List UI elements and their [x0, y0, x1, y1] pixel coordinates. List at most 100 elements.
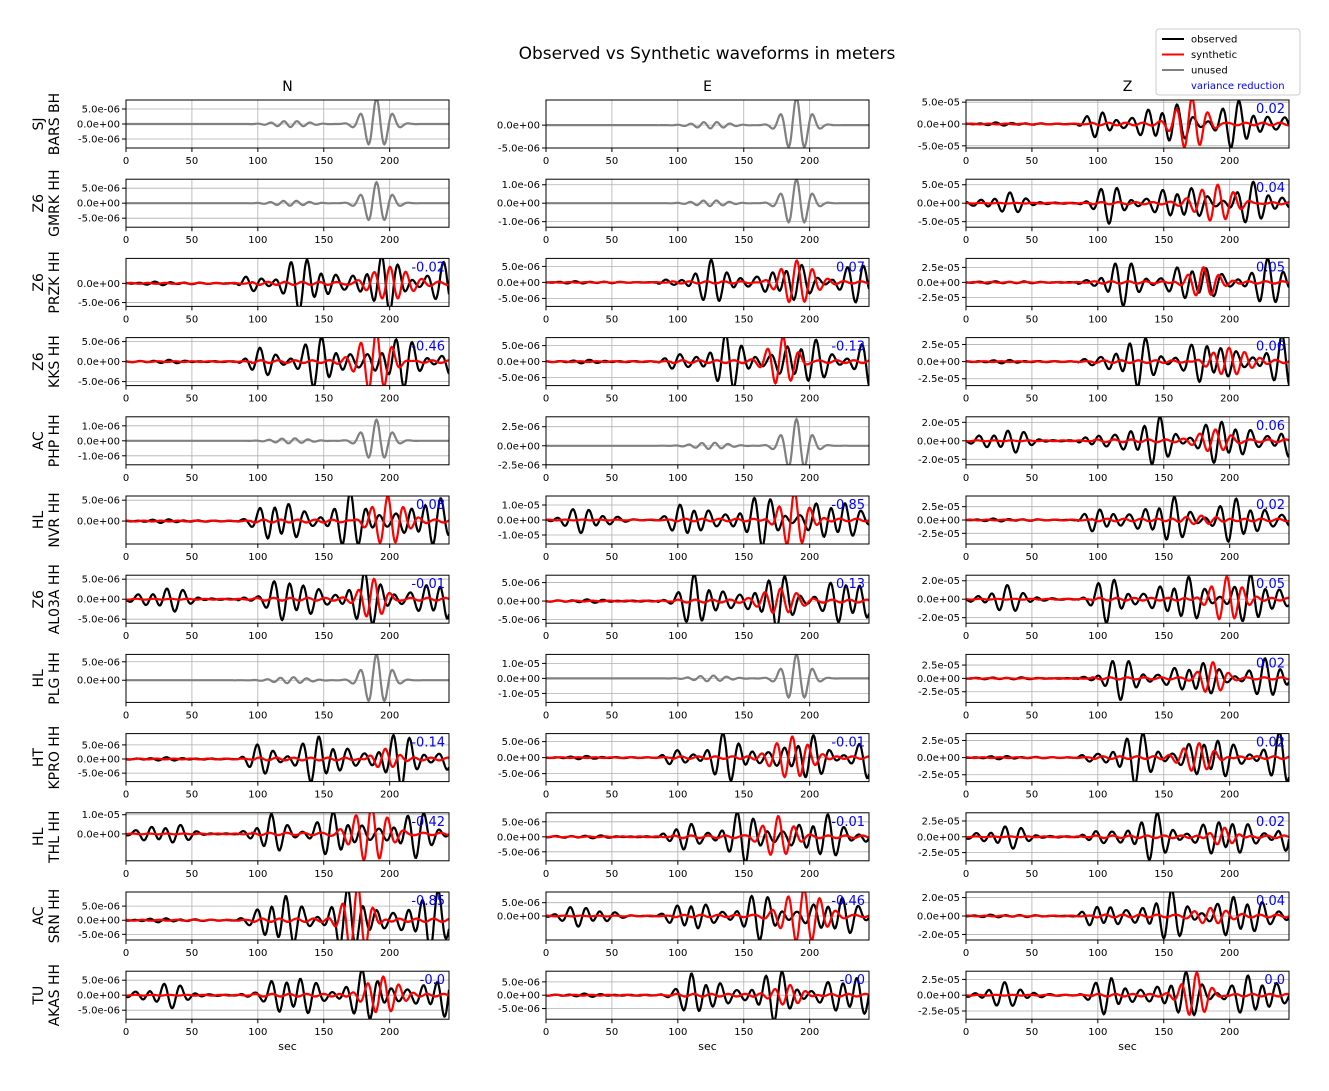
- y-tick-label: 2.5e-05: [922, 502, 960, 513]
- y-tick-label: 5.0e-05: [922, 180, 960, 191]
- y-tick-label: -5.0e-06: [498, 615, 540, 626]
- x-tick-label: 150: [314, 394, 333, 405]
- y-tick-label: 2.5e-05: [922, 340, 960, 351]
- x-tick-label: 150: [1154, 156, 1173, 167]
- x-tick-label: 200: [380, 156, 399, 167]
- synthetic-trace: [546, 337, 869, 385]
- x-tick-label: 150: [1154, 710, 1173, 721]
- variance-reduction-value: 0.0: [1264, 973, 1285, 988]
- y-tick-label: 0.0e+00: [497, 278, 540, 289]
- synthetic-trace: [966, 906, 1289, 925]
- panel-kpro-z: 0 50 100 150 200 2.5e-05 0.0e+00 -2.5e-05 0.02: [917, 733, 1290, 801]
- x-tick-label: 200: [380, 710, 399, 721]
- x-tick-label: 150: [1154, 790, 1173, 801]
- x-tick-label: 150: [314, 948, 333, 959]
- x-tick-label: 200: [1220, 869, 1239, 880]
- y-tick-label: 0.0e+00: [77, 199, 120, 210]
- panel-kpro-e: 0 50 100 150 200 5.0e-06 0.0e+00 -5.0e-06 -0.01: [497, 733, 870, 801]
- y-tick-label: -1.0e-06: [498, 217, 540, 228]
- y-tick-label: 0.0e+00: [77, 755, 120, 766]
- y-tick-label: 5.0e-06: [82, 184, 120, 195]
- x-tick-label: 200: [1220, 473, 1239, 484]
- x-tick-label: 0: [123, 552, 129, 563]
- variance-reduction-value: -0.46: [831, 894, 865, 909]
- x-tick-label: 200: [800, 473, 819, 484]
- x-tick-label: 100: [248, 948, 267, 959]
- legend-label: unused: [1191, 66, 1228, 77]
- variance-reduction-value: -0.01: [831, 815, 865, 830]
- legend-label: synthetic: [1191, 50, 1237, 61]
- x-tick-label: 0: [543, 314, 549, 325]
- x-tick-label: 0: [123, 1027, 129, 1038]
- y-tick-label: 0.0e+00: [77, 595, 120, 606]
- x-tick-label: 100: [248, 156, 267, 167]
- panel-akas-e: 0 50 100 150 200 5.0e-06 0.0e+00 -5.0e-06 -0.0: [497, 970, 870, 1038]
- variance-reduction-value: 0.08: [416, 498, 445, 513]
- y-tick-label: 1.0e-05: [502, 659, 540, 670]
- variance-reduction-value: 0.05: [1256, 260, 1285, 275]
- y-tick-label: -2.5e-05: [918, 770, 960, 781]
- x-tick-label: 100: [1088, 948, 1107, 959]
- panel-gmrk-z: 0 50 100 150 200 5.0e-05 0.0e+00 -5.0e-05 0.04: [917, 178, 1290, 246]
- x-tick-label: 200: [1220, 631, 1239, 642]
- x-tick-label: 200: [800, 552, 819, 563]
- x-tick-label: 100: [248, 869, 267, 880]
- x-tick-label: 150: [734, 235, 753, 246]
- x-tick-label: 50: [1026, 473, 1039, 484]
- synthetic-trace: [966, 265, 1289, 297]
- panel-php-z: 0 50 100 150 200 2.0e-05 0.0e+00 -2.0e-05 0.06: [917, 416, 1290, 484]
- x-tick-label: 50: [186, 710, 199, 721]
- x-tick-label: 100: [668, 235, 687, 246]
- y-tick-label: -2.5e-05: [918, 848, 960, 859]
- x-tick-label: 200: [1220, 710, 1239, 721]
- variance-reduction-value: -0.13: [831, 340, 865, 355]
- x-tick-label: 50: [606, 710, 619, 721]
- x-tick-label: 150: [734, 394, 753, 405]
- y-tick-label: 5.0e-06: [82, 575, 120, 586]
- x-tick-label: 200: [1220, 948, 1239, 959]
- axes-frame: [125, 653, 450, 703]
- y-tick-label: -2.5e-05: [918, 374, 960, 385]
- x-tick-label: 50: [606, 156, 619, 167]
- station-network-label: HL: [31, 827, 47, 846]
- x-tick-label: 100: [248, 1027, 267, 1038]
- x-tick-label: 100: [1088, 235, 1107, 246]
- station-network-label: AC: [31, 431, 47, 450]
- axes-frame: [125, 495, 450, 545]
- y-tick-label: 2.5e-05: [922, 263, 960, 274]
- y-tick-label: 2.0e-05: [922, 418, 960, 429]
- y-tick-label: 0.0e+00: [917, 436, 960, 447]
- x-tick-label: 0: [123, 631, 129, 642]
- station-code-label: KPRO HH: [47, 726, 63, 790]
- y-tick-label: -5.0e-06: [78, 298, 120, 309]
- station-code-label: BARS BH: [47, 93, 63, 155]
- panel-gmrk-n: 0 50 100 150 200 5.0e-06 0.0e+00 -5.0e-06: [77, 178, 450, 246]
- x-tick-label: 0: [963, 552, 969, 563]
- y-tick-label: 0.0e+00: [77, 436, 120, 447]
- unused-trace: [126, 180, 449, 222]
- y-tick-label: 5.0e-05: [922, 98, 960, 109]
- x-tick-label: 100: [248, 790, 267, 801]
- x-tick-label: 100: [248, 552, 267, 563]
- observed-trace: [546, 812, 869, 861]
- x-tick-label: 50: [1026, 948, 1039, 959]
- x-tick-label: 150: [314, 790, 333, 801]
- variance-reduction-value: -0.01: [411, 577, 445, 592]
- x-tick-label: 50: [186, 790, 199, 801]
- station-code-label: AKAS HH: [47, 964, 63, 1026]
- synthetic-trace: [966, 575, 1289, 621]
- x-tick-label: 50: [186, 156, 199, 167]
- y-tick-label: 2.5e-05: [922, 975, 960, 986]
- x-tick-label: 200: [1220, 790, 1239, 801]
- panel-przk-n: 0 50 100 150 200 0.0e+00 -5.0e-06 -0.02: [77, 257, 450, 325]
- x-tick-label: 150: [1154, 1027, 1173, 1038]
- y-tick-label: -5.0e-06: [78, 615, 120, 626]
- x-tick-label: 50: [1026, 235, 1039, 246]
- unused-trace: [126, 418, 449, 459]
- x-tick-label: 200: [1220, 1027, 1239, 1038]
- legend-box: [1155, 28, 1301, 96]
- x-tick-label: 150: [314, 552, 333, 563]
- x-tick-label: 0: [123, 473, 129, 484]
- y-tick-label: 0.0e+00: [497, 991, 540, 1002]
